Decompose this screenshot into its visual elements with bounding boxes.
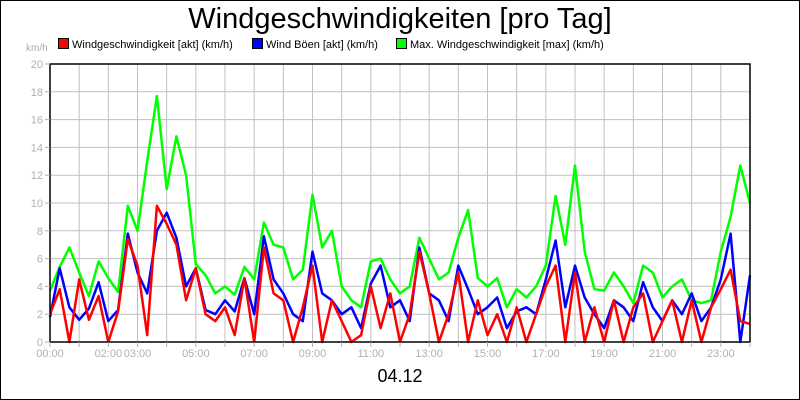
legend-item-windgeschwindigkeit: Windgeschwindigkeit [akt] (km/h) bbox=[58, 38, 233, 51]
x-tick-label: 03:00 bbox=[124, 348, 152, 360]
series-line bbox=[48, 211, 752, 344]
y-tick-label: 14 bbox=[31, 142, 43, 154]
y-tick-label: 6 bbox=[37, 254, 43, 266]
x-tick-label: 02:00 bbox=[95, 348, 123, 360]
y-tick-label: 10 bbox=[31, 198, 43, 210]
x-tick-label: 09:00 bbox=[299, 348, 327, 360]
x-tick-label: 13:00 bbox=[415, 348, 443, 360]
x-tick-label: 21:00 bbox=[649, 348, 677, 360]
legend-item-max-windgeschwindigkeit: Max. Windgeschwindigkeit [max] (km/h) bbox=[396, 38, 604, 51]
y-axis-unit-label: km/h bbox=[26, 43, 48, 54]
y-tick-label: 2 bbox=[37, 309, 43, 321]
chart-title: Windgeschwindigkeiten [pro Tag] bbox=[188, 3, 612, 35]
x-tick-label: 00:00 bbox=[36, 348, 64, 360]
x-tick-label: 07:00 bbox=[240, 348, 268, 360]
x-tick-label: 11:00 bbox=[357, 348, 384, 360]
y-tick-label: 0 bbox=[37, 337, 43, 349]
y-tick-label: 18 bbox=[31, 87, 43, 99]
x-tick-label: 17:00 bbox=[532, 348, 560, 360]
legend-swatch-red bbox=[58, 38, 69, 49]
y-tick-label: 4 bbox=[37, 281, 43, 293]
legend-item-wind-boeen: Wind Böen [akt] (km/h) bbox=[252, 38, 378, 51]
y-tick-label: 8 bbox=[37, 226, 43, 238]
y-tick-label: 12 bbox=[31, 170, 43, 182]
legend-label: Windgeschwindigkeit [akt] (km/h) bbox=[72, 39, 233, 51]
date-label: 04.12 bbox=[377, 366, 423, 386]
x-tick-label: 05:00 bbox=[182, 348, 210, 360]
y-tick-label: 16 bbox=[31, 115, 43, 127]
y-tick-label: 20 bbox=[31, 59, 43, 71]
x-tick-label: 19:00 bbox=[590, 348, 618, 360]
legend-swatch-blue bbox=[252, 38, 263, 49]
x-tick-label: 15:00 bbox=[474, 348, 502, 360]
axes: 0 2 4 6 8 10 12 14 16 18 20 00:00 02:00 03:00 05:00 07:… bbox=[31, 59, 751, 360]
legend-swatch-green bbox=[396, 38, 407, 49]
legend-label: Wind Böen [akt] (km/h) bbox=[266, 39, 378, 51]
x-tick-label: 23:00 bbox=[707, 348, 735, 360]
series-line bbox=[48, 94, 752, 309]
legend-label: Max. Windgeschwindigkeit [max] (km/h) bbox=[410, 39, 604, 51]
